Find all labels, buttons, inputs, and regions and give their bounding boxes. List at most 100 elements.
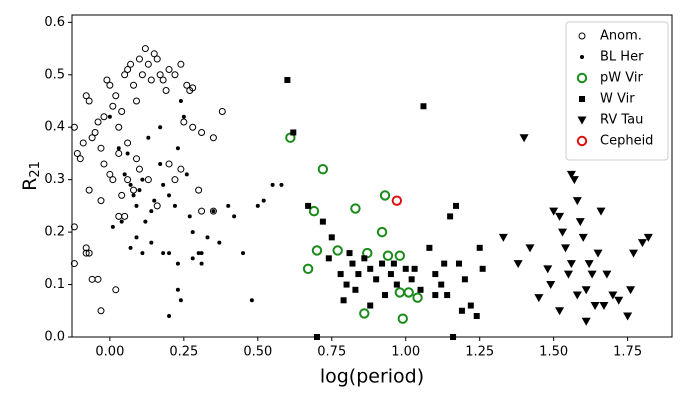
plot-frame [71, 14, 673, 338]
point [134, 203, 139, 208]
point [340, 297, 347, 304]
point [578, 233, 588, 242]
point [394, 250, 406, 261]
legend-marker [579, 96, 585, 102]
point [379, 190, 391, 201]
point [198, 207, 206, 215]
point [420, 103, 427, 110]
point [106, 170, 114, 178]
point [97, 144, 105, 152]
point [115, 123, 123, 131]
point [116, 146, 121, 151]
point [412, 292, 423, 303]
point [82, 92, 90, 100]
series [285, 132, 423, 324]
point [70, 223, 78, 231]
point [626, 286, 636, 295]
point [162, 87, 170, 95]
point [332, 245, 343, 256]
point [118, 191, 126, 199]
y-label-sub: 21 [28, 161, 43, 178]
point [94, 275, 102, 283]
point [198, 128, 206, 136]
point [593, 249, 603, 258]
point [172, 203, 177, 208]
point [131, 193, 136, 198]
point [566, 260, 576, 269]
series [107, 99, 284, 319]
point [328, 234, 335, 241]
point [109, 176, 117, 184]
point [382, 250, 394, 261]
point [189, 123, 197, 131]
point [444, 292, 451, 299]
legend-label: BL Her [600, 50, 644, 65]
point [189, 84, 197, 92]
point [643, 233, 653, 242]
legend-label: pW Vir [600, 71, 643, 86]
point [408, 276, 415, 283]
legend-marker [576, 135, 588, 147]
point [513, 260, 523, 269]
point [147, 76, 155, 84]
point [144, 176, 152, 184]
point [209, 134, 217, 142]
point [232, 214, 237, 219]
point [171, 71, 179, 79]
point [476, 244, 483, 251]
point [190, 230, 195, 235]
point [455, 260, 462, 267]
point [563, 270, 573, 279]
point [195, 186, 203, 194]
point [525, 244, 535, 253]
point [241, 251, 246, 256]
x-tick-label: 0.00 [95, 345, 124, 360]
point [110, 224, 115, 229]
point [566, 170, 576, 179]
point [350, 203, 361, 214]
point [103, 76, 111, 84]
point [165, 66, 173, 74]
point [305, 202, 312, 209]
point [581, 286, 591, 295]
point [590, 302, 600, 311]
point [79, 139, 87, 147]
point [175, 261, 180, 266]
point [355, 271, 362, 278]
point [82, 249, 90, 257]
point [596, 207, 606, 216]
x-tick-label: 1.50 [539, 345, 568, 360]
legend-label: Cepheid [600, 134, 653, 149]
point [519, 134, 529, 143]
point [560, 244, 570, 253]
point [255, 203, 260, 208]
point [546, 281, 556, 290]
legend-label: W Vir [600, 92, 635, 107]
point [132, 155, 140, 163]
point [432, 292, 439, 299]
point [390, 260, 397, 267]
point [279, 182, 284, 187]
point [138, 71, 146, 79]
point [302, 263, 314, 275]
point [461, 276, 468, 283]
point [349, 260, 356, 267]
point [572, 197, 582, 206]
point [140, 251, 145, 256]
x-tick-label: 0.75 [317, 345, 346, 360]
point [128, 245, 133, 250]
point [432, 271, 439, 278]
point [88, 134, 96, 142]
point [177, 165, 185, 173]
point [458, 307, 465, 314]
point [175, 146, 180, 151]
point [391, 195, 403, 206]
point [450, 334, 457, 340]
point [130, 81, 138, 89]
point [85, 186, 93, 194]
point [161, 182, 166, 187]
point [165, 160, 173, 168]
point [107, 114, 112, 119]
y-axis-label: R21 [19, 161, 43, 191]
point [498, 233, 508, 242]
